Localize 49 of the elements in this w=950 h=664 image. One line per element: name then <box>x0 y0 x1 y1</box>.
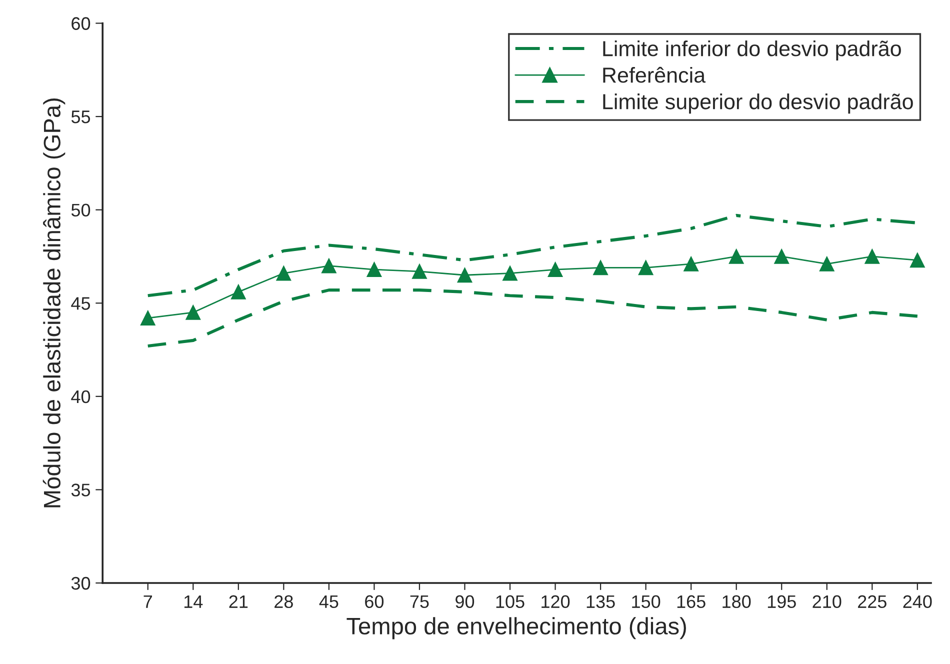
x-tick-label: 14 <box>184 595 203 608</box>
point <box>819 256 834 272</box>
x-tick-label: 60 <box>365 595 384 608</box>
x-tick-label: 195 <box>768 595 796 608</box>
point <box>230 284 246 300</box>
point <box>548 262 563 277</box>
x-tick-label: 21 <box>229 595 248 608</box>
point <box>457 268 472 283</box>
y-tick-label: 60 <box>72 17 90 30</box>
x-tick-label: 120 <box>542 595 570 608</box>
legend-label: Limite superior do desvio padrão <box>603 94 913 114</box>
x-tick-label: 45 <box>319 595 338 608</box>
legend-label: Limite inferior do desvio padrão <box>603 40 901 61</box>
y-axis-title: Módulo de elasticidade dinâmico (GPa) <box>42 98 66 508</box>
line-series <box>146 288 919 348</box>
point <box>728 249 744 264</box>
point <box>910 252 925 268</box>
point <box>774 249 790 264</box>
x-tick-label: 240 <box>903 595 932 608</box>
point <box>321 258 336 274</box>
point <box>366 262 382 277</box>
x-tick-label: 165 <box>677 595 706 608</box>
point <box>684 256 699 272</box>
point <box>276 266 292 281</box>
x-tick-label: 105 <box>496 595 524 608</box>
point <box>412 264 427 279</box>
point <box>186 304 201 320</box>
x-tick-label: 75 <box>410 595 429 608</box>
y-tick-label: 55 <box>71 110 90 124</box>
point <box>502 266 518 281</box>
y-tick-label: 50 <box>71 204 90 217</box>
x-tick-label: 150 <box>632 595 660 608</box>
y-tick-label: 45 <box>71 297 90 310</box>
x-axis-title: Tempo de envelhecimento (dias) <box>346 617 686 640</box>
x-tick-label: 7 <box>144 595 152 608</box>
y-tick-label: 30 <box>71 576 90 590</box>
legend-label: Referência <box>603 66 706 83</box>
x-tick-label: 90 <box>456 595 474 608</box>
x-tick-label: 135 <box>586 595 615 608</box>
x-tick-label: 225 <box>858 595 886 608</box>
x-tick-label: 180 <box>722 595 751 608</box>
point <box>864 249 880 264</box>
y-tick-label: 35 <box>71 484 90 496</box>
y-tick-label: 40 <box>71 390 90 404</box>
point <box>638 260 654 276</box>
point <box>140 310 156 326</box>
point <box>593 260 608 276</box>
x-tick-label: 28 <box>274 595 293 608</box>
x-tick-label: 210 <box>812 595 842 608</box>
